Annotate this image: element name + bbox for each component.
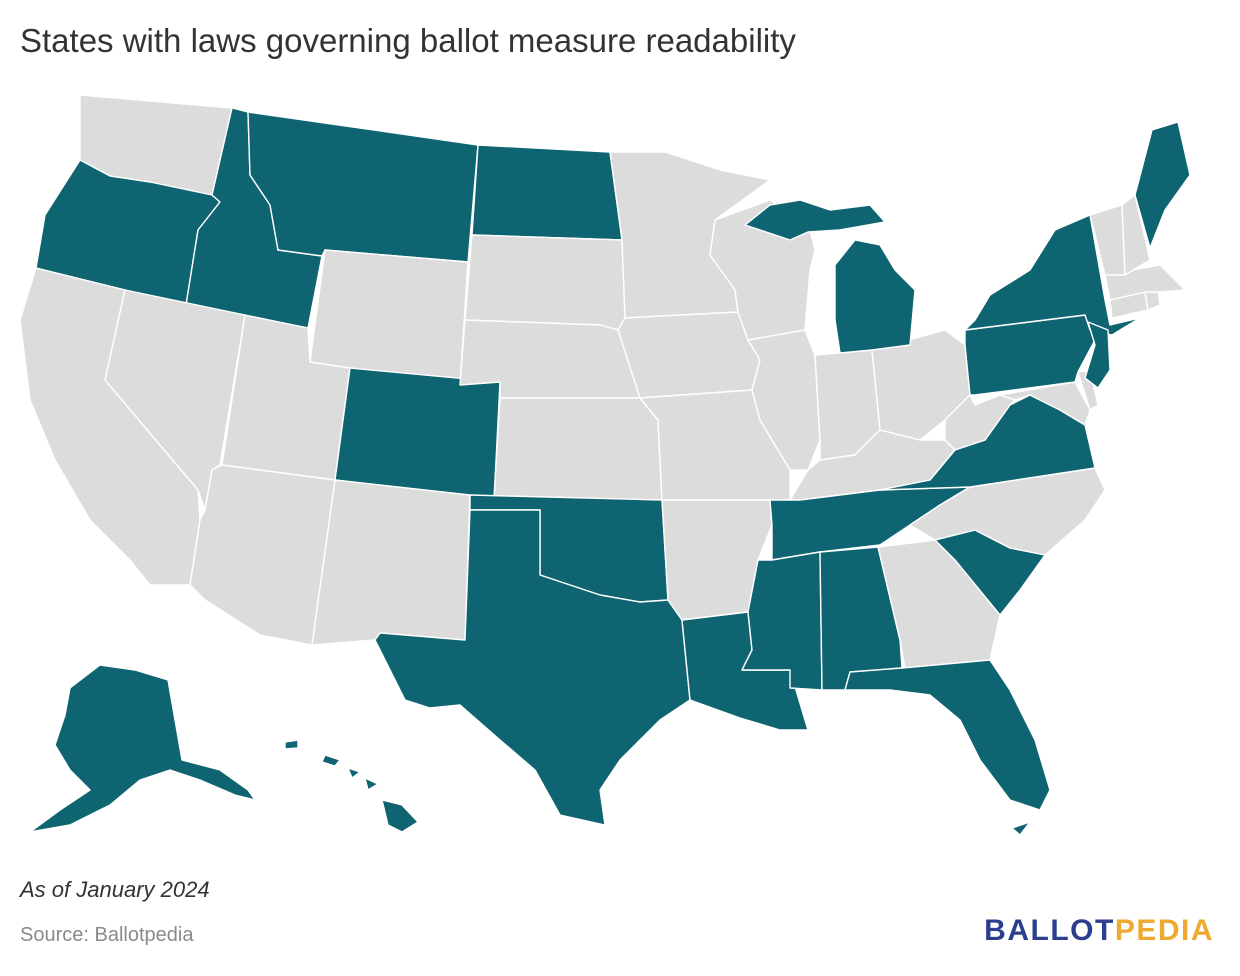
state-nc xyxy=(909,467,1106,556)
state-hi xyxy=(381,799,419,833)
state-co xyxy=(334,367,501,501)
state-mt xyxy=(247,111,479,263)
state-md xyxy=(999,381,1091,426)
state-ri xyxy=(1144,289,1161,311)
state-mi xyxy=(744,199,916,354)
state-wy xyxy=(309,249,469,386)
state-ks xyxy=(493,397,663,501)
state-tx xyxy=(374,509,691,826)
state-nj xyxy=(1084,321,1111,389)
state-sd xyxy=(464,234,626,331)
state-az xyxy=(189,464,336,646)
state-de xyxy=(1077,369,1099,411)
state-nd xyxy=(471,144,623,241)
state-ia xyxy=(617,311,761,399)
ballotpedia-logo: BALLOTPEDIA xyxy=(984,914,1214,948)
date-note: As of January 2024 xyxy=(20,877,210,902)
logo-part-1: BALLOT xyxy=(984,914,1115,947)
state-ak xyxy=(29,664,256,833)
logo-part-2: PEDIA xyxy=(1114,914,1214,947)
source-label: Source: Ballotpedia xyxy=(20,924,194,946)
state-ny xyxy=(964,214,1141,336)
state-nm xyxy=(311,479,471,646)
state-fl xyxy=(844,659,1051,836)
state-me xyxy=(1134,121,1191,249)
state-nh xyxy=(1121,194,1151,276)
map-title: States with laws governing ballot measur… xyxy=(20,22,796,59)
state-hi-islands xyxy=(284,739,379,791)
state-il xyxy=(747,329,821,471)
state-wv xyxy=(944,394,1016,451)
